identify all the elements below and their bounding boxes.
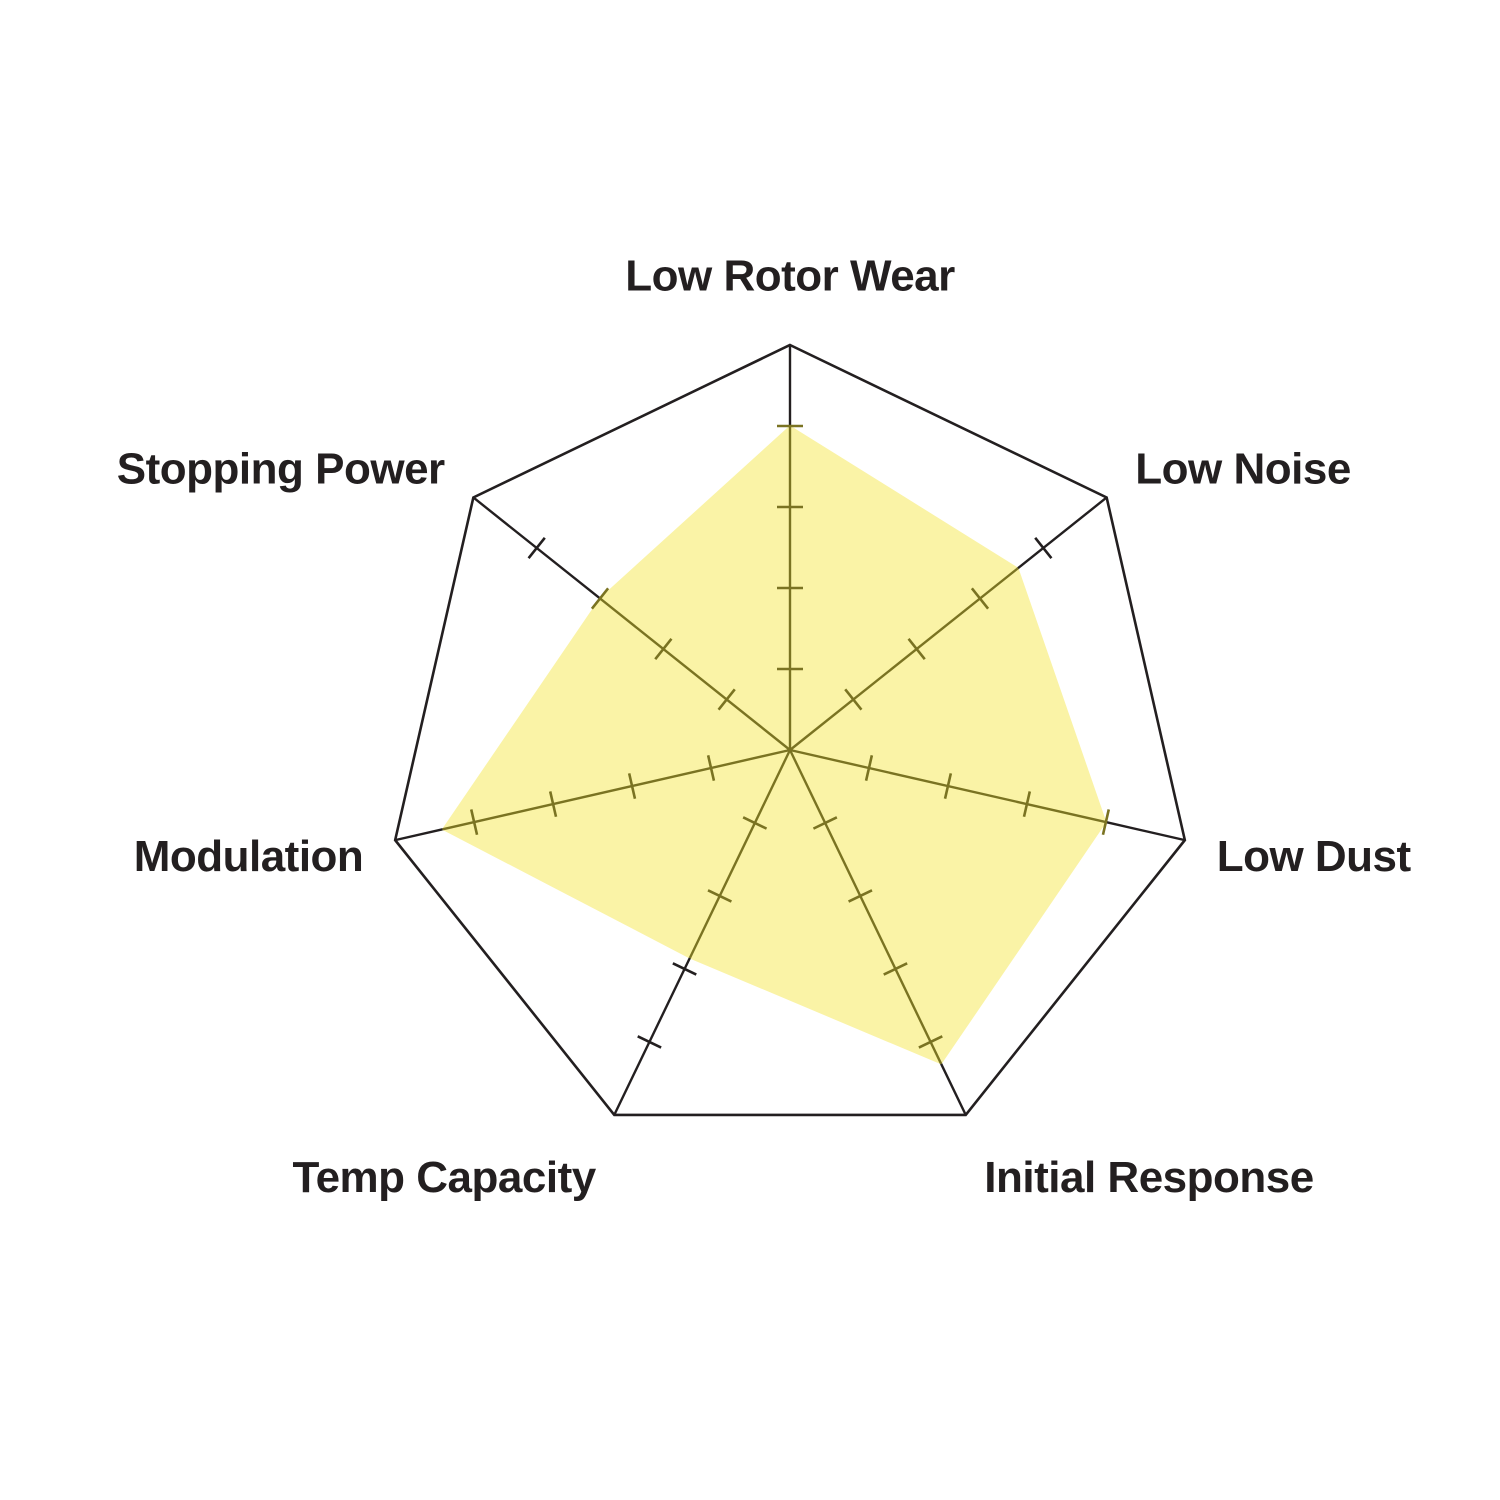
axis-outline-heptagon: [393, 343, 1187, 1117]
axis-spoke-outer-low-dust: [1105, 820, 1186, 842]
tick-mark: [918, 1035, 943, 1049]
tick-mark: [706, 755, 716, 781]
axis-spoke-inner-initial-response: [788, 749, 943, 1065]
axis-spoke-outer-temp-capacity: [613, 957, 691, 1116]
tick-mark: [970, 587, 990, 610]
tick-mark: [548, 791, 558, 818]
tick-mark: [1022, 791, 1032, 818]
axis-label-initial-response: Initial Response: [984, 1153, 1313, 1202]
axis-label-temp-capacity: Temp Capacity: [292, 1153, 596, 1202]
tick-mark: [864, 755, 874, 781]
axis-tick-marks: [469, 424, 1111, 1049]
tick-mark: [812, 816, 838, 830]
axis-spoke-inner-temp-capacity: [688, 749, 792, 959]
tick-mark: [717, 688, 736, 711]
axis-spoke-inner-modulation: [442, 748, 791, 831]
tick-mark: [707, 889, 732, 903]
axis-labels: Low Rotor Wear Low Noise Low Dust Initial R…: [117, 252, 1412, 1202]
axis-spoke-outer-low-noise: [1017, 496, 1108, 570]
axis-label-stopping-power: Stopping Power: [117, 444, 445, 493]
tick-mark: [637, 1035, 662, 1049]
tick-mark: [527, 537, 546, 559]
axis-spoke-outer-modulation: [394, 828, 443, 842]
outer-heptagon-outline: [393, 343, 1187, 1117]
axis-label-low-rotor-wear: Low Rotor Wear: [625, 252, 955, 301]
series-area-brake-pad-profile: [441, 425, 1107, 1065]
tick-mark: [654, 638, 673, 660]
axis-spoke-inner-stopping-power: [599, 597, 791, 751]
tick-mark: [469, 809, 479, 836]
tick-mark: [627, 773, 637, 800]
tick-mark: [672, 962, 697, 976]
axis-spoke-outer-initial-response: [940, 1063, 967, 1116]
tick-mark: [883, 962, 908, 976]
tick-mark: [844, 688, 863, 711]
tick-mark: [742, 816, 768, 830]
axis-label-low-dust: Low Dust: [1217, 832, 1412, 881]
tick-mark: [943, 773, 953, 800]
tick-mark: [907, 638, 926, 660]
tick-mark: [848, 889, 873, 903]
tick-mark: [1101, 809, 1111, 836]
tick-mark: [1034, 537, 1053, 559]
axis-label-modulation: Modulation: [134, 832, 364, 881]
chart-fill-layer: [441, 425, 1107, 1065]
tick-mark: [590, 587, 610, 610]
axis-label-low-noise: Low Noise: [1135, 444, 1351, 493]
